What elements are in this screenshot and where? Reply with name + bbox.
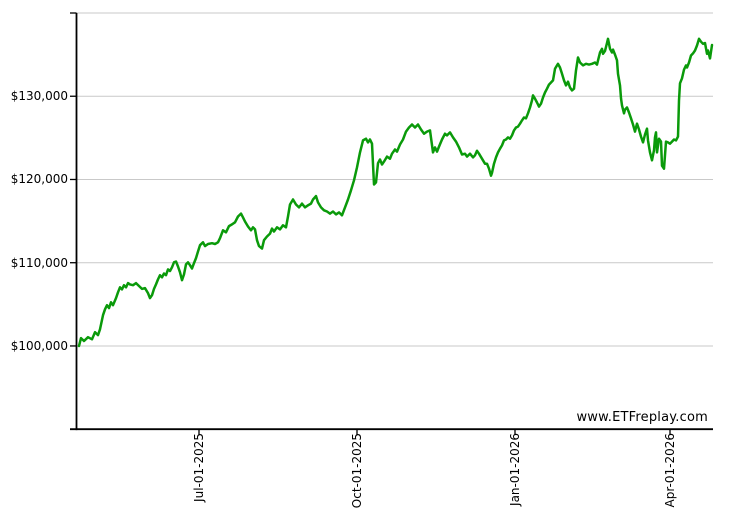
x-tick-label: Oct-01-2025 — [350, 433, 364, 509]
y-tick-label: $110,000 — [10, 255, 68, 270]
watermark: www.ETFreplay.com — [576, 410, 708, 425]
x-tick-label: Apr-01-2026 — [663, 433, 677, 508]
y-tick-label: $100,000 — [10, 338, 68, 353]
y-tick-label: $130,000 — [10, 89, 68, 104]
y-tick-label: $120,000 — [10, 172, 68, 187]
x-tick-label: Jul-01-2025 — [192, 433, 206, 502]
x-tick-label: Jan-01-2026 — [508, 433, 522, 506]
price-line — [77, 37, 714, 348]
